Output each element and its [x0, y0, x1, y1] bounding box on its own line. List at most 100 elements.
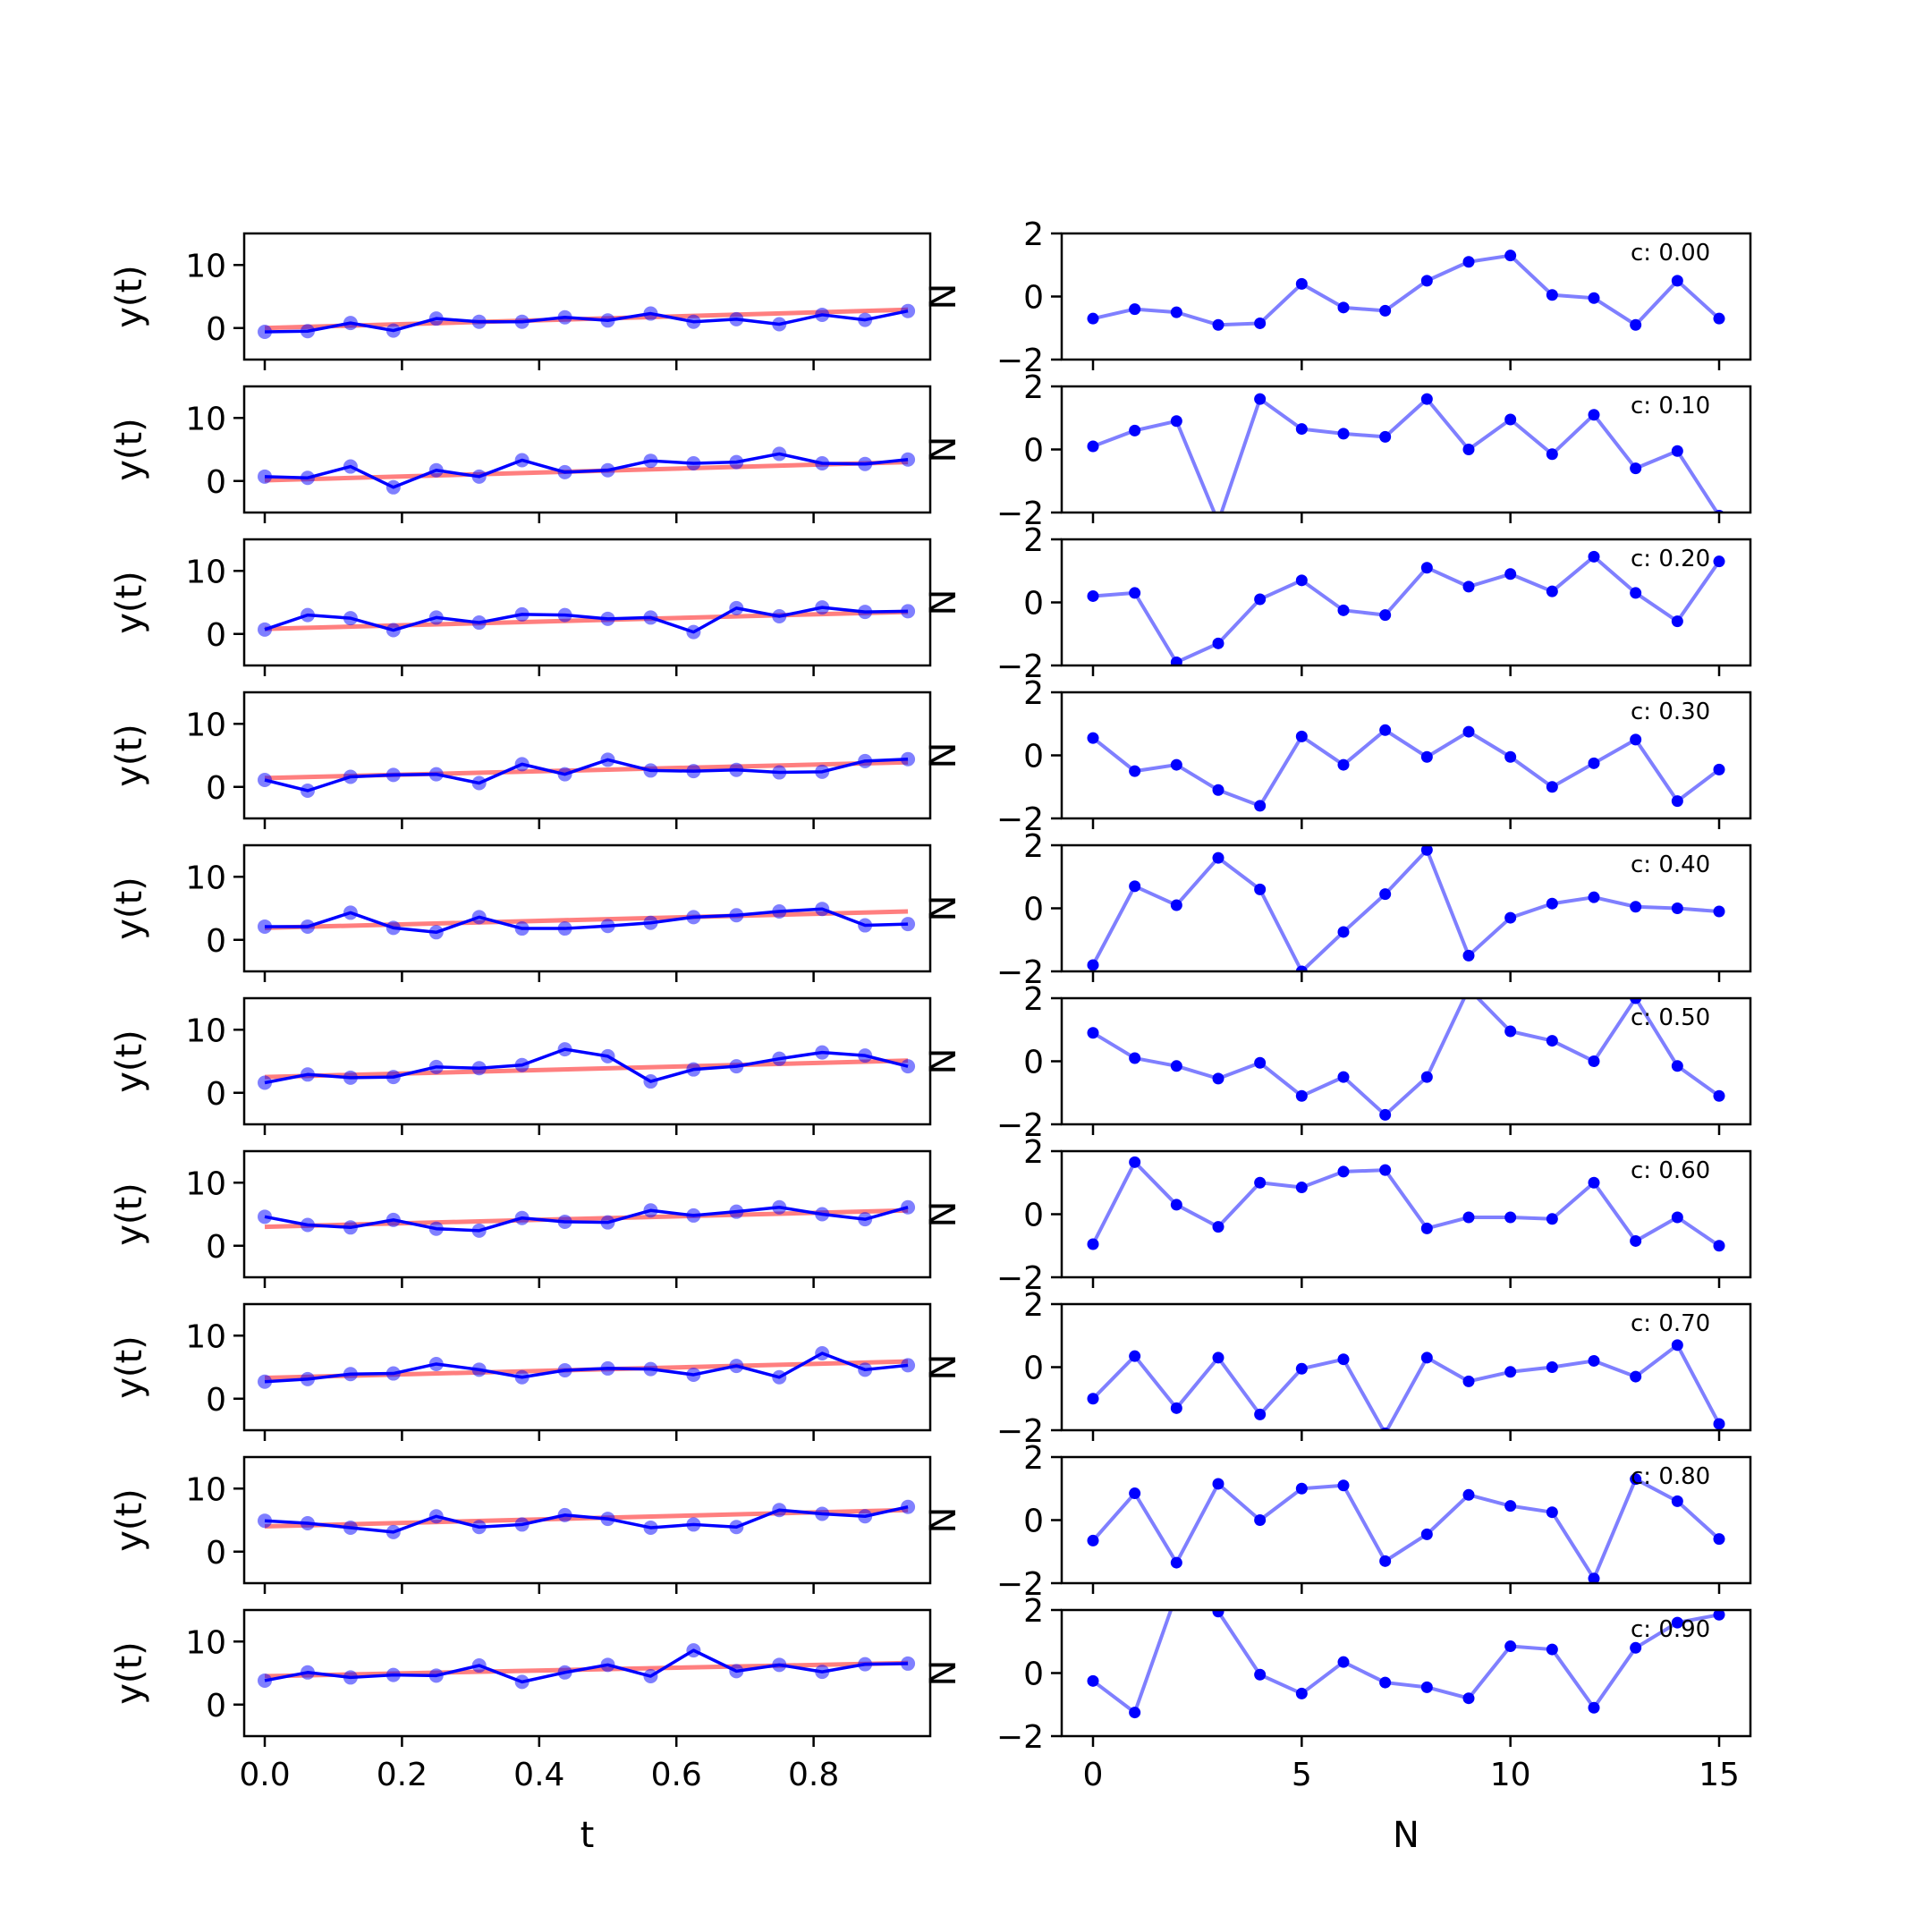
- observed-point: [772, 904, 787, 919]
- series-point: [1630, 1234, 1642, 1247]
- observed-point: [258, 1209, 273, 1224]
- series-point: [1212, 637, 1224, 649]
- series-point: [1254, 393, 1267, 405]
- series-point: [1254, 317, 1267, 329]
- observed-point: [557, 1507, 572, 1522]
- y-axis-label: N: [923, 1354, 964, 1381]
- series-point: [1630, 587, 1642, 599]
- observed-point: [428, 610, 444, 625]
- series-point: [1129, 880, 1141, 893]
- observed-point: [557, 1363, 572, 1378]
- series-point: [1087, 732, 1099, 744]
- series-point: [1337, 758, 1350, 771]
- panel-label: c: 0.10: [1631, 393, 1710, 419]
- observed-point: [686, 910, 701, 925]
- observed-point: [600, 1512, 615, 1527]
- observed-point: [686, 1643, 701, 1658]
- y-axis-label: N: [923, 1660, 964, 1687]
- series-point: [1295, 574, 1308, 587]
- y-axis-label: y(t): [109, 1641, 150, 1705]
- axes-frame: [242, 1455, 932, 1585]
- right-subplot-6: c: 0.60 −2 0 2 N: [923, 1134, 1752, 1297]
- y-tick-label: 10: [185, 1165, 226, 1202]
- series-point: [1671, 275, 1683, 287]
- series-point: [1671, 1339, 1683, 1352]
- y-tick-label: 0: [206, 617, 226, 654]
- series-point: [1588, 1701, 1600, 1714]
- series-point: [1212, 852, 1224, 864]
- series-point: [1337, 926, 1350, 938]
- observed-point: [600, 313, 615, 328]
- series-point: [1170, 306, 1182, 318]
- observed-point: [901, 303, 916, 318]
- left-subplot-3: 0 10 y(t): [109, 691, 932, 829]
- y-axis-label: N: [923, 1507, 964, 1534]
- right-xlabel: N: [1393, 1815, 1419, 1856]
- series-point: [1420, 562, 1433, 574]
- y-tick-label: 2: [1023, 1287, 1044, 1324]
- observed-point: [600, 1657, 615, 1673]
- panel-label: c: 0.70: [1631, 1310, 1710, 1337]
- observed-point: [343, 1520, 358, 1535]
- x-tick-label: 0.6: [651, 1757, 702, 1793]
- series-point: [1588, 409, 1600, 421]
- observed-point: [343, 905, 358, 920]
- series-point: [1254, 1514, 1267, 1526]
- series-point: [1170, 1199, 1182, 1211]
- observed-line: [265, 907, 909, 935]
- observed-point: [514, 1369, 530, 1385]
- series-point: [1713, 555, 1725, 568]
- y-axis-label: y(t): [109, 724, 150, 787]
- y-tick-label: 10: [185, 1318, 226, 1355]
- observed-point: [600, 1360, 615, 1376]
- observed-point: [772, 317, 787, 332]
- observed-point: [815, 764, 830, 779]
- series-point: [1337, 1353, 1350, 1366]
- series-line: [1091, 848, 1720, 971]
- observed-point: [343, 1070, 358, 1085]
- observed-point: [815, 1345, 830, 1360]
- series-point: [1171, 1589, 1182, 1600]
- observed-point: [729, 1520, 744, 1535]
- y-tick-label: 2: [1023, 369, 1044, 406]
- series-line: [1092, 397, 1720, 513]
- axes-frame: [242, 1302, 932, 1432]
- observed-point: [772, 1369, 787, 1385]
- observed-point: [428, 767, 444, 782]
- observed-point: [772, 1657, 787, 1673]
- series-point: [1295, 1182, 1308, 1194]
- observed-point: [643, 453, 658, 469]
- observed-point: [300, 1067, 315, 1082]
- series-point: [1588, 891, 1600, 903]
- series-point: [1504, 1640, 1517, 1653]
- series-point: [1504, 1025, 1517, 1038]
- observed-point: [514, 1057, 530, 1072]
- observed-point: [471, 1658, 487, 1674]
- observed-point: [815, 1207, 830, 1222]
- series-point: [1504, 568, 1517, 580]
- series-point: [1546, 781, 1558, 793]
- observed-point: [386, 479, 401, 495]
- series-point: [1588, 757, 1600, 769]
- y-tick-label: 0: [1023, 1504, 1044, 1540]
- observed-point: [600, 919, 615, 934]
- observed-point: [386, 1070, 401, 1085]
- series-point: [1420, 1071, 1433, 1083]
- observed-point: [643, 1361, 658, 1377]
- observed-point: [643, 1203, 658, 1218]
- observed-point: [815, 1506, 830, 1521]
- series-point: [1713, 312, 1725, 325]
- y-axis-label: y(t): [109, 265, 150, 328]
- series-point: [1212, 1072, 1224, 1085]
- observed-point: [514, 314, 530, 329]
- observed-point: [428, 925, 444, 940]
- series-point: [1129, 303, 1141, 316]
- observed-point: [772, 1503, 787, 1518]
- series-point: [1212, 1221, 1224, 1233]
- y-tick-label: 2: [1023, 828, 1044, 865]
- observed-point: [300, 1371, 315, 1386]
- observed-point: [858, 918, 873, 933]
- observed-line: [264, 757, 909, 792]
- series-point: [1212, 784, 1224, 796]
